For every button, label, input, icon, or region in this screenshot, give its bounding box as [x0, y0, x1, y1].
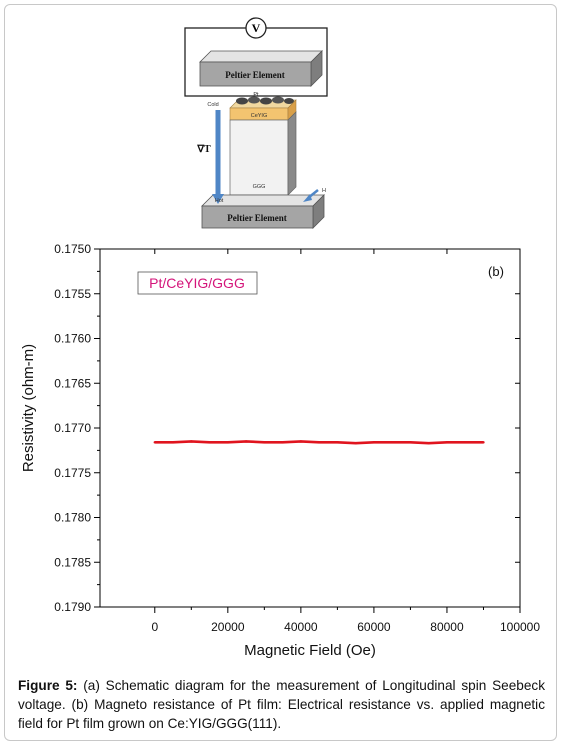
- ceyig-label: CeYIG: [251, 113, 268, 119]
- x-tick-label: 80000: [430, 620, 464, 634]
- data-point: [372, 441, 376, 444]
- y-tick-label: 0.1750: [54, 242, 91, 256]
- caption-label: Figure 5:: [18, 678, 78, 693]
- data-point: [317, 441, 321, 444]
- caption-text: (a) Schematic diagram for the measuremen…: [18, 678, 545, 731]
- data-point: [171, 441, 175, 444]
- x-tick-label: 20000: [211, 620, 245, 634]
- y-axis-title: Resistivity (ohm-m): [20, 344, 37, 472]
- hot-label: Hot: [215, 198, 224, 204]
- y-tick-label: 0.1760: [54, 332, 91, 346]
- data-point: [281, 441, 284, 444]
- resistivity-chart: 0.1750 0.1755 0.1760 0.1765 0.1770 0.1775 0.17…: [20, 242, 540, 659]
- data-point: [244, 440, 248, 443]
- data-point: [336, 441, 339, 444]
- voltmeter-label: V: [252, 21, 261, 35]
- y-axis: 0.1750 0.1755 0.1760 0.1765 0.1770 0.1775 0.17…: [54, 242, 520, 614]
- y-tick-label: 0.1775: [54, 466, 91, 480]
- plot-area: [99, 248, 521, 608]
- pt-label: Pt: [253, 92, 259, 98]
- y-tick-label: 0.1770: [54, 421, 91, 435]
- data-point: [409, 441, 412, 444]
- legend-label: Pt/CeYIG/GGG: [149, 275, 245, 291]
- legend-box: [137, 271, 258, 295]
- figure-caption: Figure 5: (a) Schematic diagram for the …: [18, 676, 545, 733]
- data-point: [390, 441, 394, 444]
- x-tick-label: 100000: [500, 620, 540, 634]
- schematic-diagram: V Peltier Element Pt CeYIG GGG Peltier E…: [184, 17, 328, 229]
- gradient-arrowhead: [212, 194, 224, 204]
- panel-label: (b): [488, 264, 504, 279]
- gradient-label: ∇T: [196, 144, 211, 155]
- figure-frame: [4, 4, 557, 741]
- data-point: [190, 440, 193, 443]
- top-peltier-label: Peltier Element: [225, 70, 285, 80]
- data-point: [226, 441, 230, 444]
- data-point: [153, 441, 156, 444]
- ggg-substrate: [229, 119, 289, 196]
- bottom-peltier-element: [201, 205, 314, 229]
- cold-label: Cold: [207, 102, 218, 108]
- x-axis: 0 20000 40000 60000 80000 100000: [151, 249, 540, 634]
- x-tick-label: 60000: [357, 620, 391, 634]
- x-tick-label: 0: [151, 620, 158, 634]
- voltmeter-icon: [245, 17, 267, 39]
- data-point: [445, 441, 449, 444]
- data-point: [299, 440, 303, 443]
- series-layer: [153, 440, 485, 445]
- y-tick-label: 0.1790: [54, 600, 91, 614]
- ggg-label: GGG: [253, 184, 266, 190]
- field-label: H: [322, 188, 326, 194]
- y-tick-label: 0.1765: [54, 376, 91, 390]
- data-point: [354, 442, 357, 445]
- data-point: [208, 441, 211, 444]
- bottom-peltier-label: Peltier Element: [227, 213, 287, 223]
- data-point: [464, 441, 467, 444]
- y-tick-label: 0.1780: [54, 511, 91, 525]
- x-axis-title: Magnetic Field (Oe): [244, 642, 376, 659]
- data-point: [263, 441, 266, 444]
- top-peltier-element: [199, 61, 312, 87]
- y-tick-label: 0.1755: [54, 287, 91, 301]
- data-point: [427, 442, 430, 445]
- y-tick-label: 0.1785: [54, 555, 91, 569]
- ggg-side: [287, 111, 297, 196]
- field-arrowhead: [303, 194, 312, 202]
- data-point: [482, 441, 485, 444]
- x-tick-label: 40000: [284, 620, 318, 634]
